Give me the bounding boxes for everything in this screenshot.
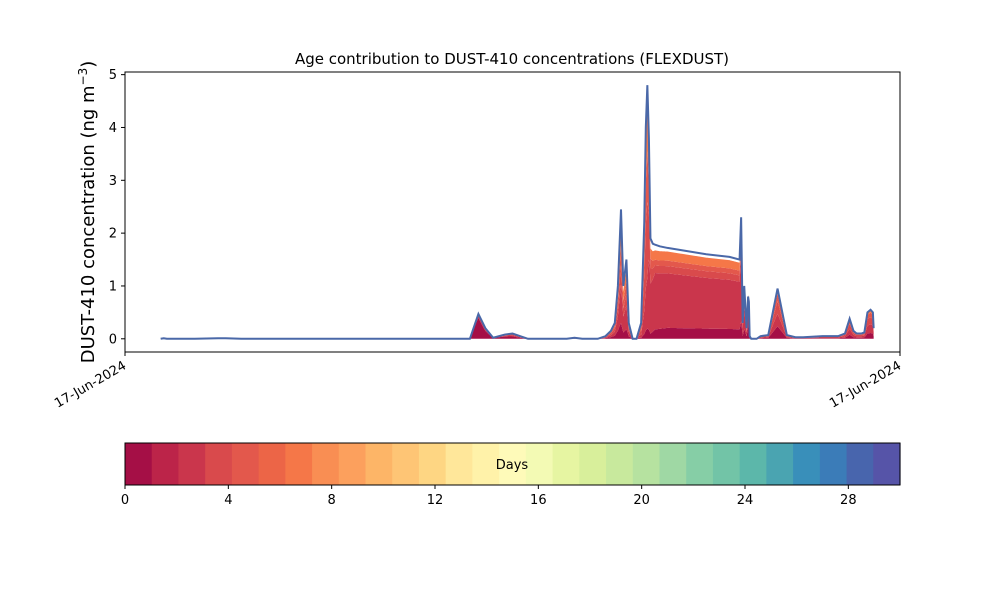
colorbar-segment [766, 443, 794, 485]
colorbar-segment [552, 443, 580, 485]
y-tick-label: 2 [109, 227, 117, 242]
colorbar-segment [472, 443, 500, 485]
colorbar-segment [365, 443, 393, 485]
colorbar-segment [606, 443, 634, 485]
stacked-areas [160, 100, 874, 339]
colorbar-segment [392, 443, 420, 485]
colorbar-tick-label: 20 [633, 493, 650, 508]
colorbar-segment [712, 443, 741, 485]
y-tick-label: 3 [109, 174, 117, 189]
plot-frame [124, 71, 901, 353]
y-axis-label-close: ) [78, 61, 99, 68]
colorbar-tick-label: 24 [737, 493, 754, 508]
y-axis-ticks: 0 1 2 3 4 5 [109, 68, 125, 347]
colorbar-segment [445, 443, 474, 485]
colorbar-segment [285, 443, 313, 485]
colorbar-segment [873, 443, 901, 485]
y-axis-label: DUST-410 concentration (ng m−3) [76, 61, 99, 364]
x-tick-label: 17-Jun-2024 [827, 358, 904, 411]
colorbar-segment [125, 443, 153, 485]
x-tick-label: 17-Jun-2024 [52, 358, 129, 411]
age-area-0 [160, 317, 874, 339]
y-tick-label: 1 [109, 279, 117, 294]
colorbar-segment [178, 443, 206, 485]
age-area-1 [160, 257, 874, 339]
colorbar-segment [338, 443, 367, 485]
colorbar-segment [418, 443, 447, 485]
colorbar-segment [846, 443, 874, 485]
colorbar-segment [151, 443, 180, 485]
total-concentration-line [160, 85, 875, 340]
colorbar-tick-label: 8 [328, 493, 336, 508]
colorbar-segment [793, 443, 821, 485]
colorbar: 0 4 8 12 16 20 24 28 [121, 442, 901, 508]
age-area-4 [160, 100, 874, 339]
colorbar-label: Days [496, 458, 529, 473]
colorbar-tick-label: 12 [427, 493, 444, 508]
colorbar-tick-label: 28 [840, 493, 857, 508]
x-axis-ticks: 17-Jun-2024 17-Jun-2024 [52, 352, 904, 411]
colorbar-segment [525, 443, 554, 485]
colorbar-segment [686, 443, 714, 485]
colorbar-segment [819, 443, 848, 485]
y-axis-label-main: DUST-410 concentration (ng m [78, 85, 99, 363]
colorbar-segment [231, 443, 260, 485]
colorbar-tick-label: 16 [530, 493, 547, 508]
y-tick-label: 4 [109, 121, 117, 136]
colorbar-segment [632, 443, 661, 485]
colorbar-tick-label: 4 [224, 493, 232, 508]
colorbar-frame [124, 442, 901, 486]
age-area-2 [160, 201, 874, 339]
y-axis-label-superscript: −3 [76, 68, 90, 86]
chart-title: Age contribution to DUST-410 concentrati… [295, 50, 729, 68]
colorbar-segment [205, 443, 233, 485]
colorbar-segment [499, 443, 527, 485]
colorbar-segment [739, 443, 767, 485]
age-area-3 [160, 151, 874, 339]
y-tick-label: 5 [109, 68, 117, 83]
colorbar-segment [258, 443, 286, 485]
colorbar-tick-label: 0 [121, 493, 129, 508]
colorbar-segment [579, 443, 607, 485]
colorbar-segment [659, 443, 687, 485]
colorbar-segment [312, 443, 340, 485]
y-tick-label: 0 [109, 332, 117, 347]
